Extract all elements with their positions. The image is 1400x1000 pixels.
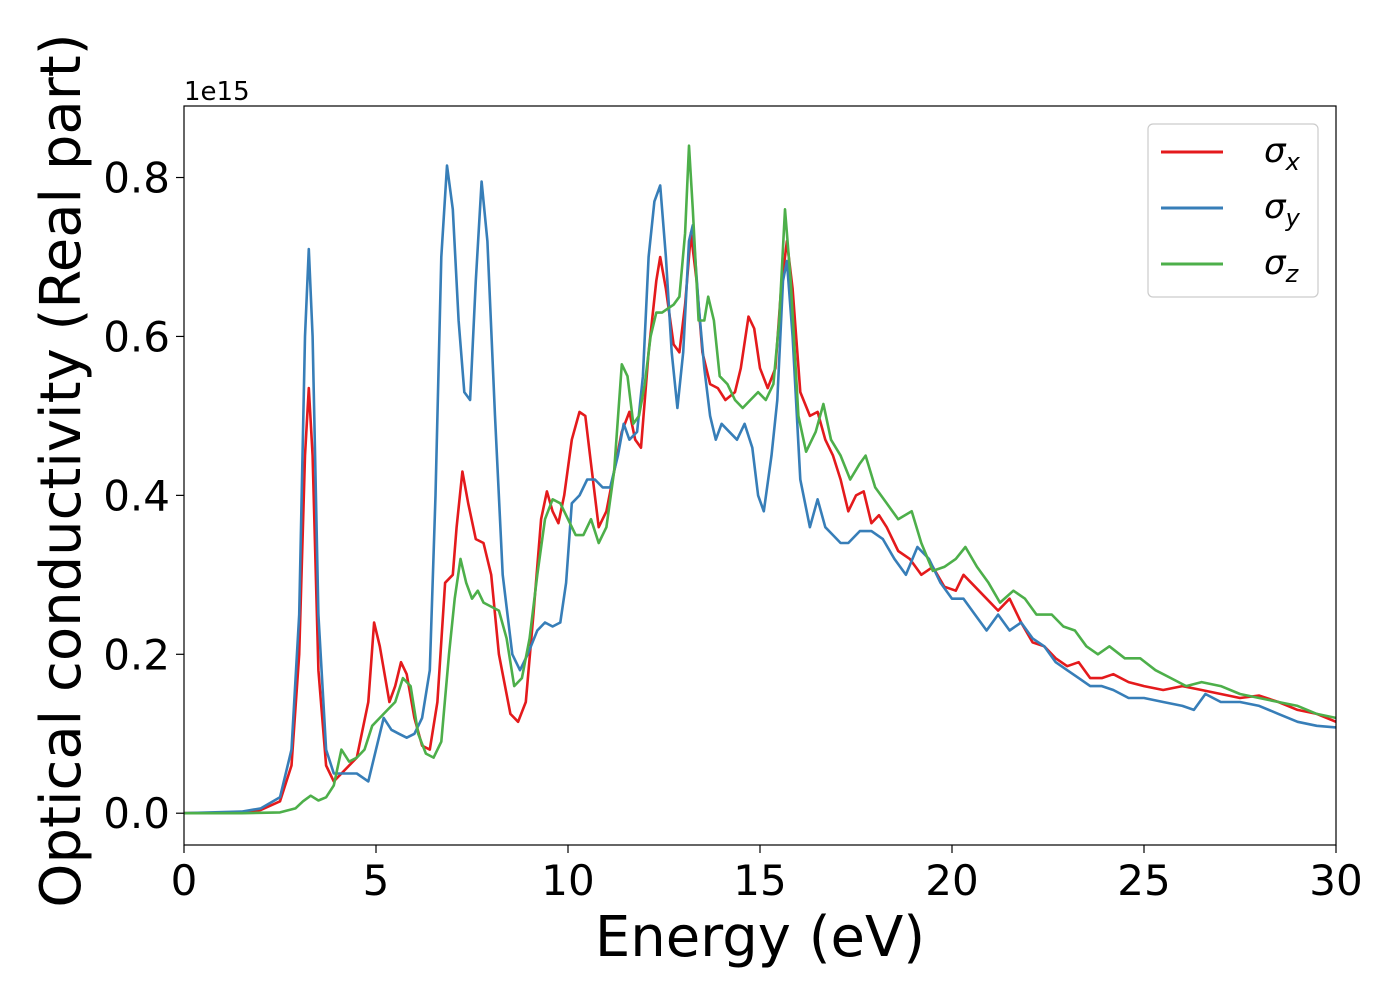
x-axis-label: Energy (eV): [595, 905, 925, 970]
x-tick-label: 30: [1309, 856, 1362, 905]
y-tick-label: 0.0: [103, 789, 170, 838]
y-axis-label: Optical conductivity (Real part): [29, 33, 94, 907]
legend-box: [1147, 123, 1319, 298]
y-tick-label: 0.8: [103, 154, 170, 203]
series-line-y: [184, 164, 1336, 815]
x-tick-label: 10: [541, 856, 594, 905]
series-layer: [184, 144, 1336, 815]
x-tick-label: 20: [925, 856, 978, 905]
x-tick-label: 5: [363, 856, 390, 905]
y-tick-label: 0.4: [103, 471, 170, 520]
y-axis-offset-label: 1e15: [184, 77, 250, 107]
legend-subscript: z: [1285, 260, 1300, 288]
y-tick-label: 0.6: [103, 312, 170, 361]
legend-label-y: σy: [1264, 187, 1301, 232]
x-tick-label: 15: [733, 856, 786, 905]
legend-subscript: y: [1285, 204, 1301, 232]
legend-label-x: σx: [1264, 131, 1301, 176]
legend-subscript: x: [1285, 148, 1301, 176]
x-axis-ticks: 0 5 10 15 20 25 30: [171, 845, 1363, 905]
series-line-z: [184, 144, 1336, 815]
x-tick-label: 25: [1117, 856, 1170, 905]
x-tick-label: 0: [171, 856, 198, 905]
y-axis-ticks: 0.0 0.2 0.4 0.6 0.8: [103, 154, 184, 838]
y-tick-label: 0.2: [103, 630, 170, 679]
